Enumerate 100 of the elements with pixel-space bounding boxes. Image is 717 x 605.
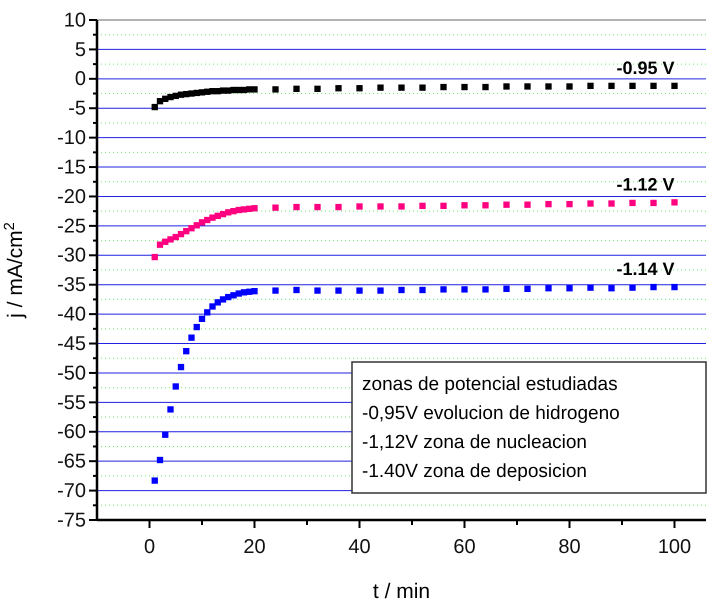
y-tick-label: 10 (64, 9, 86, 32)
annotation: -0,95V evolucion de hidrogeno (362, 403, 620, 424)
point (671, 82, 678, 90)
annotation: zonas de potencial estudiadas (362, 374, 618, 395)
point (524, 83, 531, 90)
point (194, 324, 200, 330)
y-tick-label: -10 (57, 127, 86, 150)
y-tick-label: -65 (57, 450, 86, 473)
y-tick-label: -60 (57, 421, 86, 444)
point (251, 205, 258, 212)
annotation: -1,12V zona de nucleacion (362, 432, 587, 453)
point (461, 84, 468, 90)
point (398, 203, 405, 210)
point (545, 200, 552, 208)
y-tick-label: -35 (57, 274, 86, 296)
y-tick-label: -55 (57, 392, 86, 414)
point (272, 204, 279, 211)
y-tick-label: -25 (57, 215, 86, 238)
point (629, 284, 636, 291)
point (356, 287, 363, 294)
point (419, 202, 426, 210)
point (629, 82, 636, 90)
point (162, 238, 168, 245)
point (461, 286, 468, 293)
point (251, 288, 258, 294)
series-label: -0.95 V (616, 58, 674, 78)
point (356, 85, 363, 92)
point (314, 204, 321, 210)
point (482, 286, 489, 293)
point (156, 456, 164, 464)
point (198, 316, 206, 322)
point (293, 204, 300, 210)
point (293, 286, 300, 294)
x-tick-label: 60 (453, 536, 476, 558)
point (629, 200, 636, 206)
point (167, 406, 174, 413)
point (419, 286, 426, 294)
point (545, 285, 552, 292)
y-tick-label: 0 (74, 68, 86, 90)
point (524, 202, 531, 208)
y-tick-label: -70 (57, 480, 86, 502)
x-tick-label: 100 (658, 536, 692, 558)
point (335, 287, 342, 294)
y-tick-label: -50 (57, 362, 86, 384)
point (314, 86, 321, 92)
point (419, 84, 426, 91)
point (503, 286, 510, 292)
point (503, 83, 510, 90)
point (178, 364, 184, 370)
y-tick-label: -30 (57, 244, 86, 267)
point (162, 432, 168, 438)
point (152, 254, 158, 260)
point (398, 84, 405, 91)
point (314, 287, 321, 294)
point (608, 200, 615, 207)
point (566, 200, 573, 208)
x-tick-label: 80 (558, 536, 581, 558)
y-tick-label: -5 (68, 98, 86, 120)
point (335, 204, 342, 210)
x-tick-label: 20 (243, 536, 266, 558)
point (671, 199, 678, 206)
y-tick-label: -20 (57, 186, 86, 208)
point (440, 84, 447, 90)
point (566, 285, 573, 292)
point (398, 286, 405, 294)
point (482, 84, 489, 90)
series-label: -1.12 V (616, 174, 674, 194)
y-tick-label: -75 (57, 509, 86, 532)
point (650, 284, 657, 290)
x-axis-title: t / min (372, 580, 430, 603)
point (356, 203, 363, 210)
point (650, 200, 657, 206)
point (251, 86, 258, 93)
point (671, 284, 678, 290)
point (293, 86, 300, 92)
annotation: -1.40V zona de deposicion (362, 461, 587, 482)
point (335, 85, 342, 92)
point (272, 287, 279, 294)
point (194, 222, 200, 228)
x-tick-label: 0 (144, 536, 156, 558)
point (503, 202, 510, 208)
y-tick-label: -45 (57, 332, 86, 355)
point (172, 383, 179, 390)
point (608, 82, 615, 90)
point (272, 86, 279, 93)
y-tick-label: 5 (74, 38, 86, 61)
y-tick-label: -15 (57, 156, 86, 178)
point (482, 202, 489, 208)
point (183, 348, 190, 354)
point (524, 286, 531, 292)
point (440, 286, 447, 293)
point (152, 104, 158, 110)
point (188, 334, 195, 341)
y-tick-label: -40 (57, 304, 86, 326)
point (587, 200, 594, 207)
point (587, 284, 594, 291)
point (566, 83, 573, 90)
series-label: -1.14 V (616, 259, 674, 280)
point (608, 285, 615, 292)
point (204, 309, 210, 316)
